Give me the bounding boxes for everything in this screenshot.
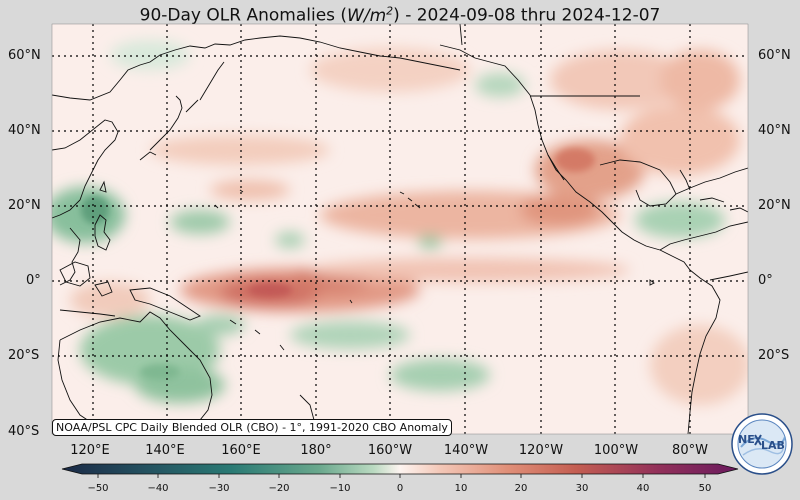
lat-label-right: 40°N — [758, 123, 791, 138]
lon-label: 80°W — [672, 443, 708, 458]
coastlines — [52, 24, 748, 434]
lat-label-right: 20°S — [758, 348, 790, 363]
colorbar-tick-label: −40 — [147, 483, 169, 494]
anomaly-field — [52, 24, 748, 434]
colorbar-tick-label: −50 — [87, 483, 109, 494]
colorbar-tick-label: −10 — [329, 483, 351, 494]
logo-text-left: NE — [738, 433, 755, 446]
lat-label-right: 20°N — [758, 198, 791, 213]
lat-label-left: 40°S — [8, 424, 40, 439]
colorbar-tick-label: 40 — [636, 483, 650, 494]
lon-label: 100°W — [593, 443, 639, 458]
lon-label: 120°E — [70, 443, 110, 458]
lon-label: 140°W — [443, 443, 489, 458]
graticule — [52, 24, 748, 434]
lon-label: 180° — [300, 443, 332, 458]
lon-label: 160°W — [367, 443, 413, 458]
colorbar — [61, 463, 739, 478]
colorbar-tick-label: 0 — [396, 483, 404, 494]
lon-label: 120°W — [518, 443, 564, 458]
lat-label-right: 0° — [758, 273, 773, 288]
lat-label-left: 20°S — [8, 348, 40, 363]
source-note: NOAA/PSL CPC Daily Blended OLR (CBO) - 1… — [52, 419, 452, 436]
colorbar-tick-label: −30 — [208, 483, 230, 494]
map-title: 90-Day OLR Anomalies (W/m2) - 2024-09-08… — [139, 4, 661, 26]
colorbar-tick-label: 10 — [454, 483, 468, 494]
colorbar-tick-label: 20 — [514, 483, 528, 494]
lat-label-left: 0° — [26, 273, 41, 288]
lat-label-left: 60°N — [8, 48, 41, 63]
lat-label-right: 60°N — [758, 48, 791, 63]
colorbar-tick-label: −20 — [268, 483, 290, 494]
lon-label: 140°E — [145, 443, 185, 458]
colorbar-tick-label: 50 — [698, 483, 712, 494]
lat-label-left: 40°N — [8, 123, 41, 138]
logo-text-right: LAB — [761, 439, 785, 452]
lon-label: 160°E — [221, 443, 261, 458]
nexlab-logo[interactable]: NE LAB — [731, 413, 793, 475]
lat-label-left: 20°N — [8, 198, 41, 213]
colorbar-tick-label: 30 — [575, 483, 589, 494]
